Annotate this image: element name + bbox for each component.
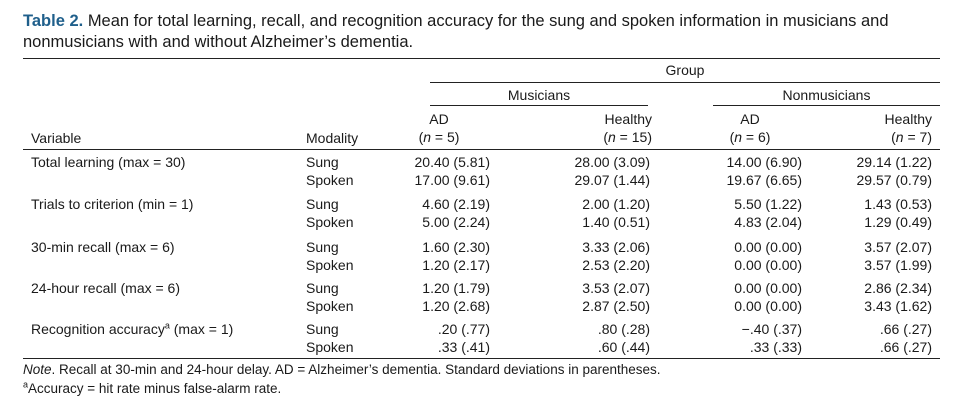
table-cell: 28.00 (3.09) [574, 154, 651, 170]
row-variable: Total learning (max = 30) [31, 154, 186, 170]
table-cell: 3.33 (2.06) [582, 239, 650, 255]
table-cell: 29.14 (1.22) [856, 154, 933, 170]
table-cell: .20 (.77) [437, 321, 490, 337]
row-modality: Spoken [306, 214, 354, 230]
table-cell: 2.87 (2.50) [582, 298, 650, 314]
bottom-rule [23, 358, 940, 359]
musicians-rule [430, 105, 648, 106]
table-cell: 19.67 (6.65) [726, 172, 803, 188]
nonmusicians-header: Nonmusicians [782, 87, 871, 103]
table-cell: 4.60 (2.19) [422, 196, 490, 212]
header-rule [23, 149, 940, 150]
table-cell: .66 (.27) [879, 339, 932, 355]
table-cell: 3.53 (2.07) [582, 280, 650, 296]
table-cell: 2.86 (2.34) [864, 280, 932, 296]
col-musicians-ad-n: (n = 5) [418, 129, 460, 145]
row-modality: Spoken [306, 172, 354, 188]
table-cell: 1.60 (2.30) [422, 239, 490, 255]
row-variable: Trials to criterion (min = 1) [31, 196, 194, 212]
table-cell: 1.43 (0.53) [864, 196, 932, 212]
table-cell: 4.83 (2.04) [734, 214, 802, 230]
variable-header: Variable [31, 130, 82, 146]
table-cell: 2.53 (2.20) [582, 257, 650, 273]
table-cell: 20.40 (5.81) [414, 154, 491, 170]
footnote-marker: a [164, 320, 170, 331]
table-cell: −.40 (.37) [741, 321, 802, 337]
table-cell: 2.00 (1.20) [582, 196, 650, 212]
row-modality: Sung [306, 196, 339, 212]
group-rule [430, 82, 940, 83]
table-cell: 3.43 (1.62) [864, 298, 932, 314]
table-cell: 1.40 (0.51) [582, 214, 650, 230]
row-modality: Sung [306, 154, 339, 170]
modality-header: Modality [306, 130, 359, 146]
row-modality: Sung [306, 280, 339, 296]
table-cell: 1.29 (0.49) [864, 214, 932, 230]
table-cell: 1.20 (2.68) [422, 298, 490, 314]
musicians-header: Musicians [507, 87, 571, 103]
row-variable: Recognition accuracya (max = 1) [31, 320, 234, 337]
table-cell: 0.00 (0.00) [734, 239, 802, 255]
row-modality: Spoken [306, 298, 354, 314]
table-cell: .60 (.44) [597, 339, 650, 355]
col-musicians-healthy-n: (n = 15) [603, 129, 652, 145]
col-nonmusicians-healthy-label: Healthy [884, 111, 932, 127]
row-variable: 30-min recall (max = 6) [31, 239, 175, 255]
table-cell: 29.57 (0.79) [856, 172, 933, 188]
top-rule [23, 58, 940, 59]
row-modality: Spoken [306, 339, 354, 355]
col-nonmusicians-healthy-n: (n = 7) [891, 129, 932, 145]
row-modality: Spoken [306, 257, 354, 273]
table-cell: 14.00 (6.90) [726, 154, 803, 170]
table-cell: 0.00 (0.00) [734, 298, 802, 314]
table-cell: .33 (.33) [749, 339, 802, 355]
table-cell: 5.50 (1.22) [734, 196, 802, 212]
col-nonmusicians-ad-n: (n = 6) [729, 129, 771, 145]
table-cell: 3.57 (1.99) [864, 257, 932, 273]
table-cell: .80 (.28) [597, 321, 650, 337]
col-musicians-ad-label: AD [429, 111, 449, 127]
table-cell: .33 (.41) [437, 339, 490, 355]
table-caption: Table 2. Mean for total learning, recall… [23, 11, 948, 53]
table-footnote: aAccuracy = hit rate minus false-alarm r… [23, 379, 282, 396]
table-cell: 0.00 (0.00) [734, 280, 802, 296]
row-variable: 24-hour recall (max = 6) [31, 280, 181, 296]
table-cell: 17.00 (9.61) [414, 172, 491, 188]
table-cell: 1.20 (1.79) [422, 280, 490, 296]
table-label: Table 2. [23, 12, 84, 30]
table-note: Note. Recall at 30-min and 24-hour delay… [23, 362, 661, 377]
group-header: Group [665, 62, 705, 78]
table-cell: 3.57 (2.07) [864, 239, 932, 255]
table-cell: 1.20 (2.17) [422, 257, 490, 273]
row-modality: Sung [306, 321, 339, 337]
row-modality: Sung [306, 239, 339, 255]
table-cell: 5.00 (2.24) [422, 214, 490, 230]
col-nonmusicians-ad-label: AD [740, 111, 760, 127]
nonmusicians-rule [713, 105, 940, 106]
col-musicians-healthy-label: Healthy [604, 111, 652, 127]
table-cell: 29.07 (1.44) [574, 172, 651, 188]
table-cell: 0.00 (0.00) [734, 257, 802, 273]
caption-text: Mean for total learning, recall, and rec… [23, 12, 889, 51]
table-cell: .66 (.27) [879, 321, 932, 337]
